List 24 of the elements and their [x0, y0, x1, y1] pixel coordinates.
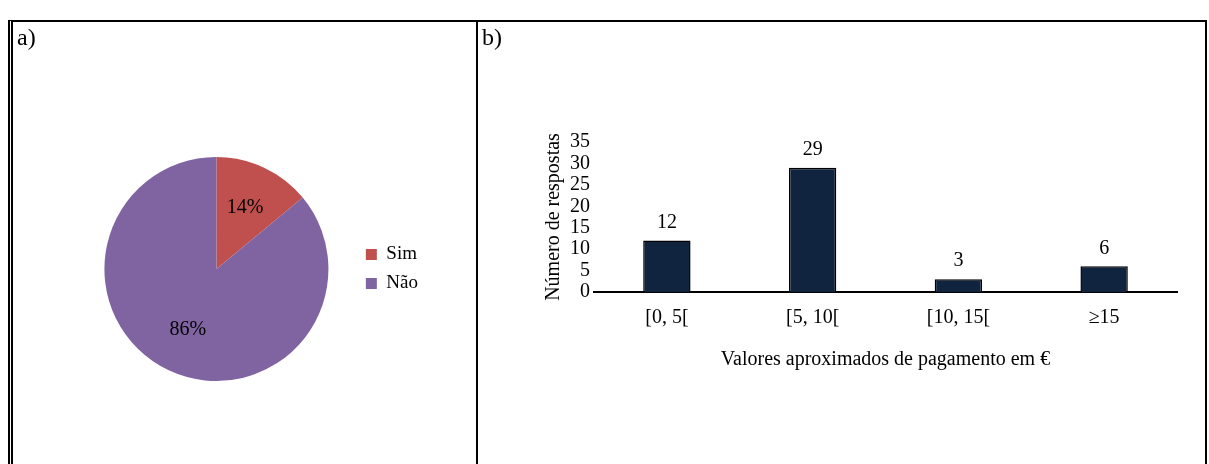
data-label: 12 — [656, 209, 677, 232]
legend-label: Sim — [386, 242, 418, 264]
data-label: 14% — [226, 195, 264, 218]
data-label: 3 — [953, 248, 964, 271]
data-label: 6 — [1099, 235, 1110, 258]
y-tick-label: 10 — [570, 236, 590, 259]
data-label: 29 — [802, 136, 823, 159]
x-tick-label: [10, 15[ — [926, 305, 991, 328]
x-tick-label: [5, 10[ — [785, 305, 840, 328]
chart-title: b) — [482, 24, 502, 51]
x-tick-label: ≥15 — [1088, 305, 1120, 328]
y-tick-label: 35 — [570, 129, 590, 152]
y-tick-label: 25 — [570, 172, 590, 195]
y-tick-label: 20 — [570, 193, 590, 216]
y-tick-label: 0 — [580, 279, 590, 302]
y-tick-label: 15 — [570, 214, 590, 237]
y-tick-label: 30 — [570, 150, 590, 173]
y-axis-title: Número de respostas — [541, 132, 565, 301]
x-axis-title: Valores aproximados de pagamento em € — [720, 347, 1051, 371]
y-tick-label: 5 — [580, 257, 590, 280]
data-label: 86% — [169, 317, 207, 340]
chart-title: a) — [17, 24, 36, 51]
legend-label: Não — [386, 271, 418, 293]
x-tick-label: [0, 5[ — [645, 305, 689, 328]
